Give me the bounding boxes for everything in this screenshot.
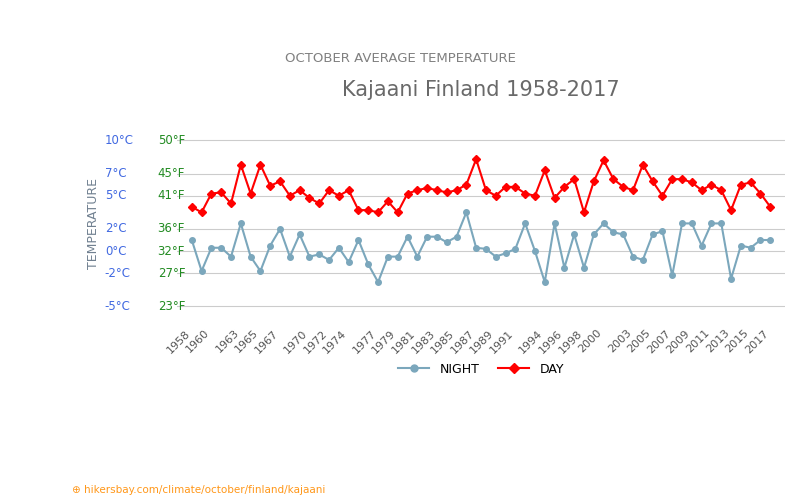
Text: 45°F: 45°F <box>158 167 185 180</box>
Text: 41°F: 41°F <box>158 189 185 202</box>
Text: 23°F: 23°F <box>158 300 185 313</box>
Title: Kajaani Finland 1958-2017: Kajaani Finland 1958-2017 <box>342 80 620 100</box>
Text: -5°C: -5°C <box>105 300 130 313</box>
Text: 10°C: 10°C <box>105 134 134 147</box>
Text: OCTOBER AVERAGE TEMPERATURE: OCTOBER AVERAGE TEMPERATURE <box>285 52 515 66</box>
Text: 5°C: 5°C <box>105 189 126 202</box>
Text: -2°C: -2°C <box>105 266 131 280</box>
Text: ⊕ hikersbay.com/climate/october/finland/kajaani: ⊕ hikersbay.com/climate/october/finland/… <box>72 485 326 495</box>
Text: 0°C: 0°C <box>105 244 126 258</box>
Legend: NIGHT, DAY: NIGHT, DAY <box>394 358 569 380</box>
Text: 36°F: 36°F <box>158 222 185 235</box>
Y-axis label: TEMPERATURE: TEMPERATURE <box>87 178 100 269</box>
Text: 2°C: 2°C <box>105 222 126 235</box>
Text: 27°F: 27°F <box>158 266 185 280</box>
Text: 7°C: 7°C <box>105 167 126 180</box>
Text: 32°F: 32°F <box>158 244 185 258</box>
Text: 50°F: 50°F <box>158 134 185 147</box>
